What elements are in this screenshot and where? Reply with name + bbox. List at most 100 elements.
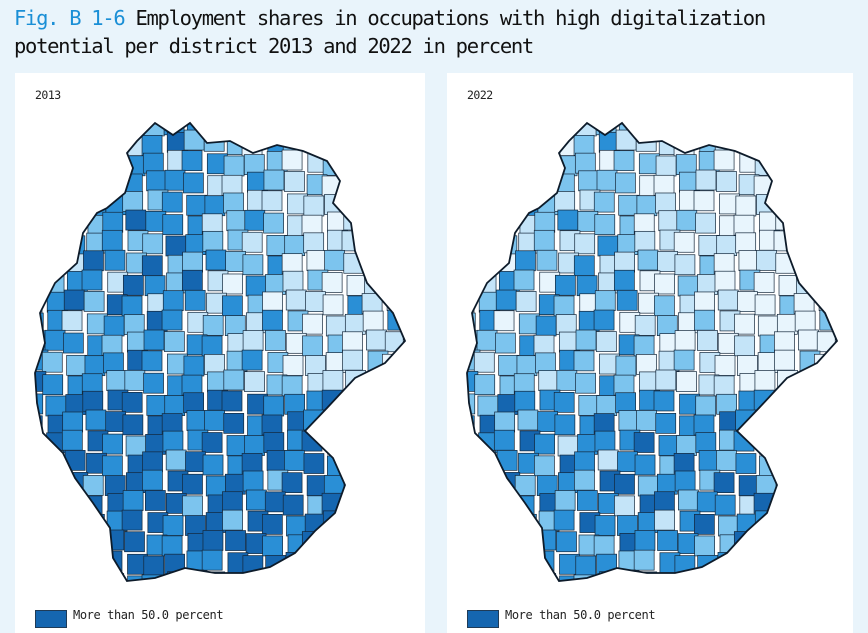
district-region [242,254,264,276]
district-region [221,174,243,196]
district-region [776,155,798,177]
district-region [67,149,89,171]
district-region [799,574,821,581]
district-region [302,123,323,131]
district-region [265,555,287,576]
district-region [674,330,696,351]
district-region [676,371,697,393]
district-region [734,123,755,131]
district-region [123,314,145,335]
district-region [818,214,837,236]
district-region [675,154,697,175]
district-region [535,529,557,551]
district-region [479,513,500,535]
district-region [242,123,264,136]
district-region [613,374,635,396]
district-region [493,429,515,451]
district-region [674,470,696,492]
district-region [305,355,326,376]
district-region [242,330,264,351]
district-region [202,230,224,252]
district-region [35,532,44,554]
district-layer [35,123,425,581]
germany-district-map-2013 [34,121,425,582]
district-region [476,123,498,137]
district-region [515,291,537,312]
district-region [104,475,126,496]
district-region [367,574,389,581]
district-region [656,315,678,336]
district-region [798,555,819,577]
district-region [673,575,695,581]
district-region [305,291,326,312]
district-region [495,515,517,537]
district-region [833,312,837,333]
district-region [407,270,425,290]
district-region [593,413,615,434]
district-region [284,450,305,471]
district-region [735,453,757,474]
district-region [534,132,556,154]
district-region [204,410,225,431]
district-region [124,531,145,553]
district-region [127,575,148,581]
district-region [778,414,800,436]
district-region [779,392,801,413]
district-region [595,331,617,352]
district-region [408,151,425,171]
district-region [126,123,148,134]
district-region [403,514,405,536]
district-region [204,195,226,217]
district-region [262,291,283,313]
district-region [303,409,324,431]
district-region [264,491,286,513]
district-region [364,433,386,455]
figure-label: Fig. B 1-6 [14,6,126,30]
district-region [386,214,405,236]
district-region [87,531,108,553]
district-region [324,250,345,271]
district-region [816,553,837,575]
district-region [343,435,364,457]
district-region [615,172,636,194]
district-region [794,170,816,191]
district-region [327,123,349,132]
district-region [494,123,516,134]
district-region [223,369,245,391]
district-region [344,531,366,553]
district-region [241,349,263,371]
district-region [833,429,837,451]
district-region [796,211,817,232]
district-region [326,529,347,551]
district-region [753,272,775,293]
district-region [467,254,480,275]
district-region [779,173,801,195]
district-region [383,235,405,257]
district-region [404,451,405,473]
district-region [321,272,343,293]
district-region [818,430,837,452]
district-region [282,569,304,581]
district-region [467,532,476,554]
district-region [473,469,495,491]
district-region [618,123,640,132]
district-region [143,329,165,351]
district-region [362,310,384,332]
district-region [406,356,425,376]
legend-swatch [467,610,499,628]
district-region [35,190,43,211]
district-region [42,374,64,396]
district-region [614,495,635,517]
district-region [814,149,835,171]
district-region [265,274,286,295]
district-region [696,123,718,137]
district-region [556,369,578,391]
district-region [62,193,84,215]
district-region [87,549,108,571]
district-region [41,351,63,373]
district-region [716,393,738,415]
district-region [281,253,303,275]
district-region [35,435,46,457]
district-region [102,455,123,477]
district-region [63,289,85,311]
